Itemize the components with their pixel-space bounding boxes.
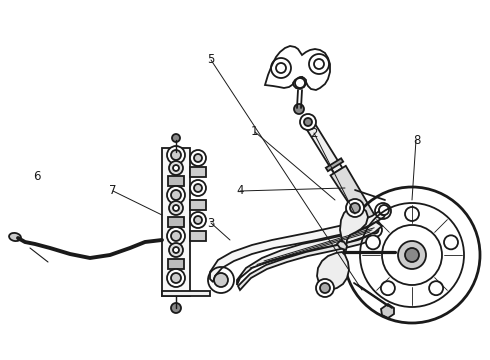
Ellipse shape — [9, 233, 21, 241]
Circle shape — [167, 186, 185, 204]
Circle shape — [194, 154, 202, 162]
Circle shape — [429, 281, 443, 295]
Circle shape — [173, 247, 179, 253]
Circle shape — [381, 281, 395, 295]
Circle shape — [190, 212, 206, 228]
Circle shape — [169, 243, 183, 257]
Text: 1: 1 — [251, 125, 259, 138]
Text: 8: 8 — [413, 134, 420, 147]
Polygon shape — [337, 241, 347, 250]
Circle shape — [194, 184, 202, 192]
Circle shape — [346, 199, 364, 217]
Circle shape — [405, 248, 419, 262]
Polygon shape — [238, 236, 372, 290]
Circle shape — [167, 227, 185, 245]
Circle shape — [171, 190, 181, 200]
Text: 2: 2 — [310, 127, 318, 140]
Text: 4: 4 — [236, 184, 244, 197]
Polygon shape — [293, 77, 306, 89]
Circle shape — [304, 118, 312, 126]
Bar — [190, 231, 206, 241]
Polygon shape — [326, 158, 343, 171]
Circle shape — [169, 161, 183, 175]
Circle shape — [171, 231, 181, 241]
Circle shape — [444, 235, 458, 249]
Circle shape — [194, 216, 202, 224]
Circle shape — [169, 201, 183, 215]
Text: 6: 6 — [33, 170, 41, 183]
Circle shape — [294, 104, 304, 114]
Polygon shape — [340, 206, 368, 248]
Circle shape — [190, 150, 206, 166]
Polygon shape — [237, 222, 382, 285]
Circle shape — [379, 205, 389, 215]
Polygon shape — [317, 252, 349, 290]
Bar — [162, 148, 190, 296]
Polygon shape — [210, 209, 386, 282]
Bar — [190, 200, 206, 210]
Circle shape — [190, 180, 206, 196]
Circle shape — [172, 134, 180, 142]
Circle shape — [276, 63, 286, 73]
Bar — [168, 176, 184, 186]
Circle shape — [314, 59, 324, 69]
Circle shape — [171, 273, 181, 283]
Circle shape — [320, 283, 330, 293]
Circle shape — [167, 146, 185, 164]
Circle shape — [173, 165, 179, 171]
Circle shape — [405, 207, 419, 221]
Circle shape — [171, 150, 181, 160]
Circle shape — [295, 78, 305, 88]
Circle shape — [316, 279, 334, 297]
Polygon shape — [265, 46, 330, 90]
Polygon shape — [381, 304, 394, 318]
Circle shape — [350, 203, 360, 213]
Text: 5: 5 — [207, 53, 215, 66]
Bar — [190, 167, 206, 177]
Bar — [168, 217, 184, 227]
Circle shape — [398, 241, 426, 269]
Circle shape — [300, 114, 316, 130]
Bar — [162, 291, 210, 296]
Text: 3: 3 — [207, 217, 215, 230]
Circle shape — [368, 223, 382, 237]
Circle shape — [379, 207, 387, 215]
Bar — [168, 259, 184, 269]
Circle shape — [173, 205, 179, 211]
Text: 7: 7 — [109, 184, 117, 197]
Circle shape — [366, 235, 380, 249]
Circle shape — [214, 273, 228, 287]
Polygon shape — [304, 120, 343, 173]
Circle shape — [171, 303, 181, 313]
Circle shape — [371, 226, 378, 234]
Circle shape — [167, 269, 185, 287]
Polygon shape — [330, 166, 381, 234]
